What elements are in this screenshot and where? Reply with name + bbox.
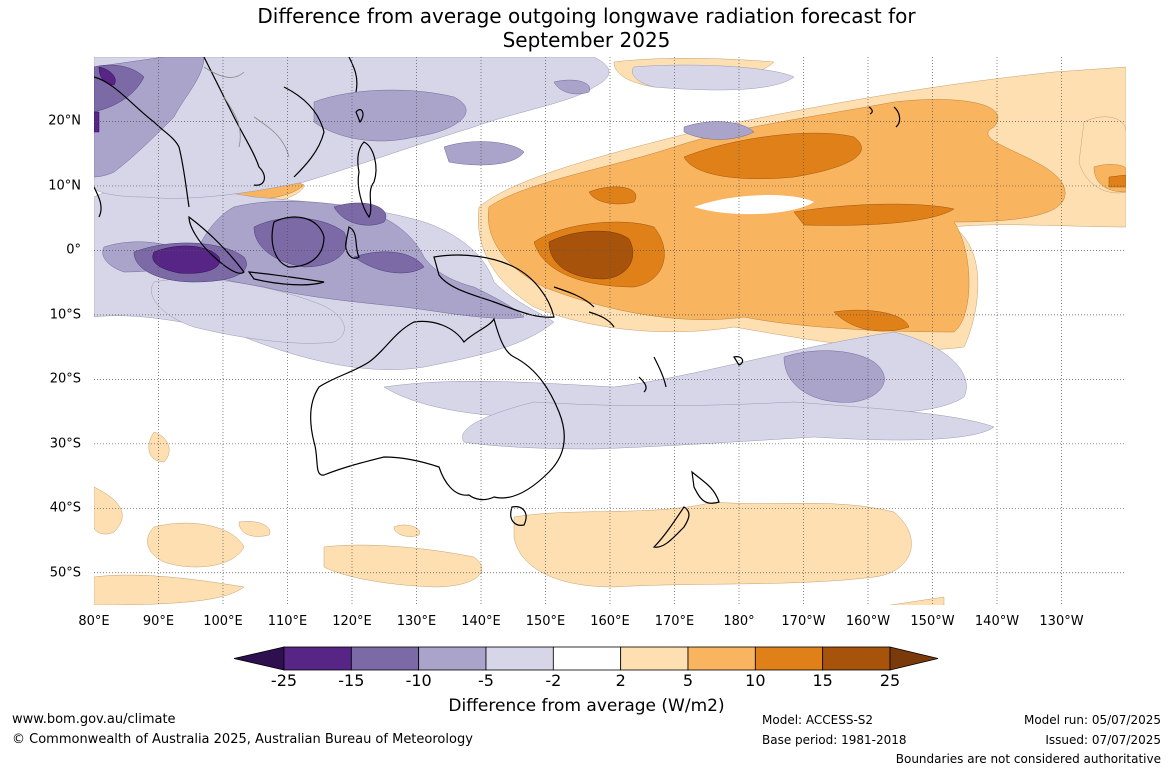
latitude-label: 20°S: [49, 371, 81, 387]
title-line-1: Difference from average outgoing longwav…: [257, 4, 916, 28]
fiji-coastline: [733, 356, 744, 366]
title-line-2: September 2025: [502, 28, 671, 52]
taiwan-coastline: [348, 57, 364, 124]
longitude-label: 170°E: [654, 614, 695, 629]
model-text: Model: ACCESS-S2: [762, 713, 874, 727]
longitude-label: 150°W: [910, 614, 955, 629]
colorbar-tick-label: 5: [682, 671, 694, 690]
latitude-label: 0°: [66, 242, 81, 258]
longitude-label: 100°E: [203, 614, 243, 629]
longitude-label: 140°W: [974, 614, 1020, 629]
colorbar-bin: [754, 646, 824, 671]
longitude-label: 130°W: [1039, 614, 1084, 629]
latitude-label: 40°S: [49, 500, 81, 516]
solomon-coastline: [553, 286, 615, 328]
colorbar-tick-label: 10: [745, 671, 766, 690]
australia-coastline: [310, 317, 565, 501]
colorbar-tick-label: 15: [812, 671, 833, 690]
colorbar-bin: [620, 646, 689, 671]
website-link[interactable]: www.bom.gov.au/climate: [12, 712, 176, 727]
issued-text: Issued: 07/07/2025: [1045, 733, 1161, 747]
copyright-text: © Commonwealth of Australia 2025, Austra…: [12, 732, 473, 747]
longitude-label: 110°E: [267, 614, 308, 629]
anomaly-neg25-to-neg15-regions: [94, 66, 220, 274]
longitude-label: 150°E: [525, 614, 566, 629]
longitude-label: 80°E: [78, 614, 110, 629]
colorbar-bin: [485, 646, 554, 671]
colorbar-bin: [418, 646, 487, 671]
map-canvas: [94, 57, 1126, 605]
new-guinea-coastline: [433, 254, 555, 318]
country-borders: [203, 66, 290, 158]
neutral-gap: [694, 195, 814, 215]
colorbar-tick-label: 2: [615, 671, 626, 690]
latitude-label: 50°S: [49, 565, 81, 581]
new-zealand-coastline: [652, 470, 720, 548]
hawaii-coastline: [868, 106, 901, 128]
colorbar-tick-label: -5: [478, 671, 494, 690]
vanuatu-coastline: [638, 356, 667, 393]
longitude-label: 160°E: [590, 614, 630, 629]
colorbar-tick-label: 25: [879, 671, 901, 690]
colorbar-bin: [283, 646, 352, 671]
coastlines: [94, 57, 901, 548]
colorbar-tick-label: -15: [338, 671, 365, 690]
philippines-coastline: [357, 141, 377, 219]
colorbar-bin: [687, 646, 756, 671]
colorbar-title: Difference from average (W/m2): [448, 696, 725, 716]
disclaimer-text: Boundaries are not considered authoritat…: [895, 752, 1161, 766]
anomaly-map: [94, 57, 1126, 605]
india-coastline: [94, 186, 102, 218]
colorbar-bin: [822, 646, 891, 671]
borneo-coastline: [271, 216, 325, 268]
latitude-label: 30°S: [49, 436, 81, 452]
asia-mainland-coastline: [94, 57, 325, 208]
gridlines: [94, 57, 1126, 605]
longitude-label: 140°E: [461, 614, 501, 629]
model-run-text: Model run: 05/07/2025: [1023, 713, 1161, 727]
colorbar-max-arrow: [889, 646, 939, 671]
sulawesi-coastline: [345, 226, 360, 259]
colorbar-tick-label: -25: [270, 671, 298, 690]
colorbar-min-arrow: [233, 646, 285, 671]
colorbar-tick-label: -2: [545, 671, 562, 690]
java-coastline: [247, 271, 325, 286]
latitude-label: 20°N: [48, 113, 81, 129]
chart-title: Difference from average outgoing longwav…: [0, 4, 1173, 52]
colorbar-bin: [350, 646, 420, 671]
longitude-label: 160°W: [845, 614, 891, 629]
base-period-text: Base period: 1981-2018: [762, 733, 907, 747]
colorbar-tick-label: -10: [405, 671, 432, 690]
longitude-label: 90°E: [142, 614, 175, 629]
longitude-label: 130°E: [396, 614, 437, 629]
colorbar-bin: [552, 646, 622, 671]
sumatra-coastline: [188, 215, 245, 274]
longitude-label: 180°: [723, 614, 755, 629]
latitude-label: 10°S: [49, 307, 81, 323]
anomaly-15-to-25-regions: [548, 230, 634, 280]
latitude-label: 10°N: [48, 178, 81, 194]
longitude-label: 170°W: [781, 614, 826, 629]
tasmania-coastline: [510, 506, 527, 526]
longitude-label: 120°E: [332, 614, 372, 629]
